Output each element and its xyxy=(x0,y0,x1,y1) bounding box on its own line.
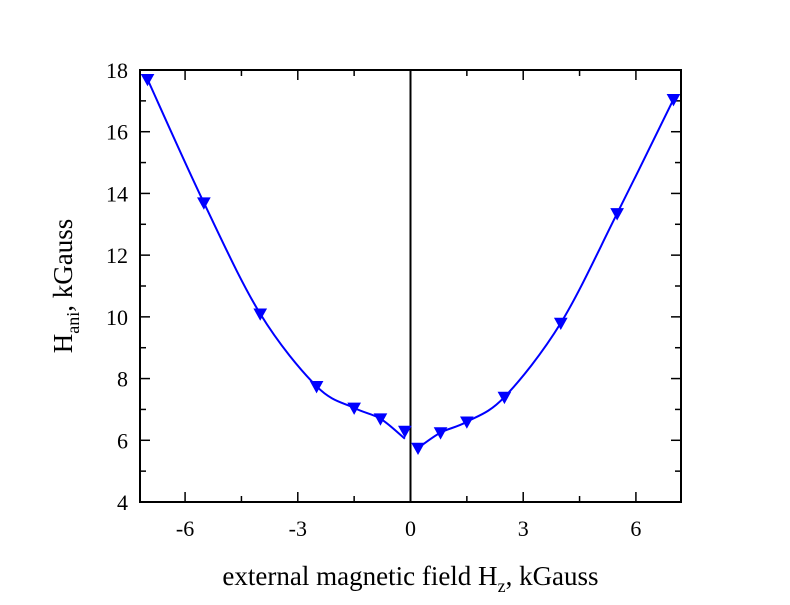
y-tick-label: 8 xyxy=(117,367,128,392)
data-point xyxy=(610,208,624,221)
y-axis-label-main: H xyxy=(48,334,78,354)
x-tick-label: -6 xyxy=(176,516,194,541)
data-point xyxy=(347,402,361,415)
data-point xyxy=(197,197,211,210)
tick-labels: -6 -3 0 3 6 4 6 8 10 12 14 16 18 xyxy=(106,58,641,541)
y-axis-label: Hani, kGauss xyxy=(48,219,83,354)
y-tick-label: 10 xyxy=(106,305,128,330)
data-point xyxy=(398,425,412,439)
y-tick-label: 14 xyxy=(106,181,128,206)
y-tick-label: 6 xyxy=(117,428,128,453)
y-axis-label-subscript: ani xyxy=(63,312,83,334)
x-axis-label-subscript: z xyxy=(498,576,506,596)
plot-frame xyxy=(139,69,682,503)
x-axis-label-main: external magnetic field H xyxy=(222,561,497,591)
data-point xyxy=(140,73,155,87)
data-point xyxy=(460,416,474,429)
y-axis-label-rest: , kGauss xyxy=(48,219,78,312)
y-tick-label: 16 xyxy=(106,120,128,145)
x-tick-label: 6 xyxy=(630,516,641,541)
x-tick-label: 0 xyxy=(405,516,416,541)
series-line xyxy=(146,78,406,440)
x-axis-label-rest: , kGauss xyxy=(506,561,599,591)
y-tick-label: 4 xyxy=(117,490,128,515)
x-tick-label: -3 xyxy=(289,516,307,541)
data-point xyxy=(411,442,425,456)
data-point xyxy=(553,317,568,331)
data-point xyxy=(497,391,512,405)
series-line xyxy=(417,98,675,449)
y-tick-label: 12 xyxy=(106,243,128,268)
x-axis-label: external magnetic field Hz, kGauss xyxy=(222,561,598,596)
data-point xyxy=(433,427,448,440)
data-point xyxy=(373,413,388,426)
x-tick-label: 3 xyxy=(518,516,529,541)
y-tick-label: 18 xyxy=(106,58,128,83)
data-points xyxy=(140,73,681,456)
data-point xyxy=(253,308,268,321)
data-point xyxy=(666,94,681,107)
data-point xyxy=(309,380,324,394)
